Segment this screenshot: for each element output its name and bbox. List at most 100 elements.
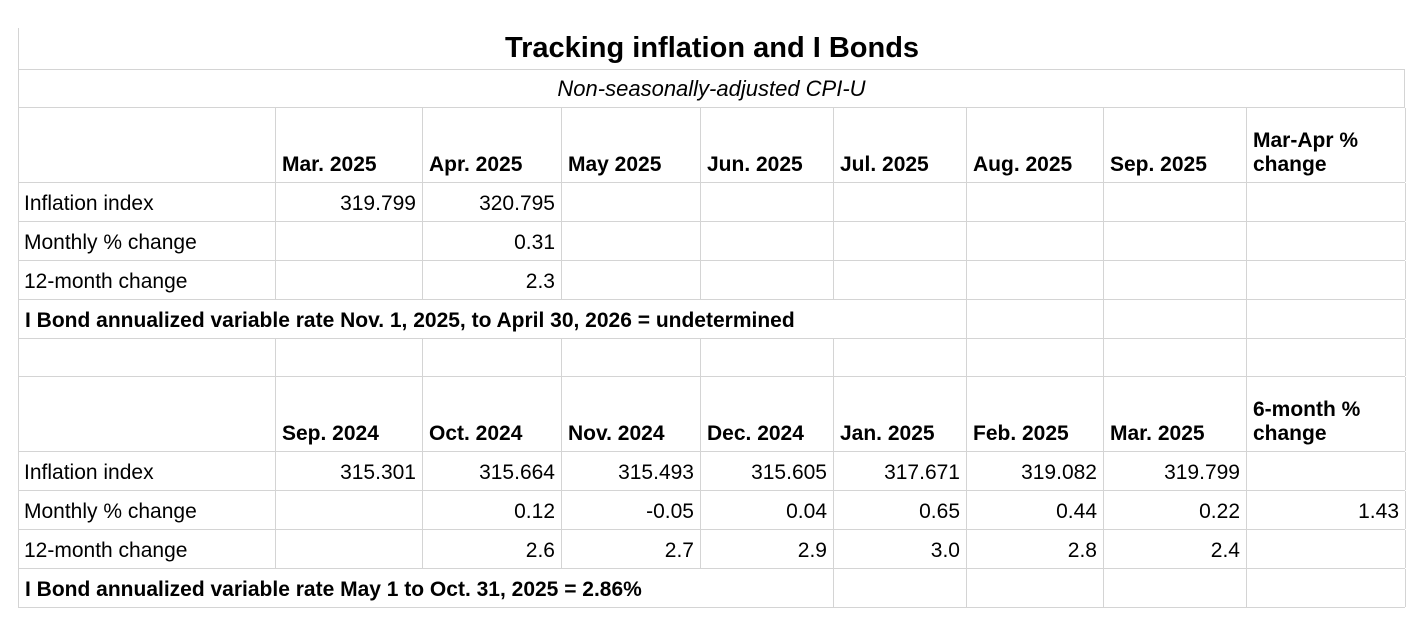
data-cell: 315.493: [562, 452, 701, 490]
data-cell: [276, 530, 423, 568]
data-cell: 317.671: [834, 452, 967, 490]
data-cell: [1104, 183, 1247, 221]
data-cell: [834, 261, 967, 299]
data-cell: 0.65: [834, 491, 967, 529]
table1-row-monthly-change: Monthly % change 0.31: [18, 222, 1406, 261]
cell-empty: [967, 300, 1104, 338]
cell-empty: [1104, 300, 1247, 338]
data-cell: 3.0: [834, 530, 967, 568]
ibond-rate-note: I Bond annualized variable rate Nov. 1, …: [19, 300, 967, 338]
data-cell: [834, 183, 967, 221]
data-cell: 2.7: [562, 530, 701, 568]
table1-row-inflation-index: Inflation index 319.799 320.795: [18, 183, 1406, 222]
data-cell: 315.301: [276, 452, 423, 490]
cell-empty: [967, 339, 1104, 376]
table2-row-monthly-change: Monthly % change 0.12 -0.05 0.04 0.65 0.…: [18, 491, 1406, 530]
subtitle-row: Non-seasonally-adjusted CPI-U: [18, 70, 1405, 108]
data-cell: [1104, 261, 1247, 299]
data-cell: 0.31: [423, 222, 562, 260]
data-cell: 319.799: [1104, 452, 1247, 490]
table2-row-12month-change: 12-month change 2.6 2.7 2.9 3.0 2.8 2.4: [18, 530, 1406, 569]
data-cell: [276, 222, 423, 260]
data-cell: [701, 183, 834, 221]
data-cell: 319.082: [967, 452, 1104, 490]
cell-empty: [967, 569, 1104, 607]
table1-row-12month-change: 12-month change 2.3: [18, 261, 1406, 300]
data-cell: 2.6: [423, 530, 562, 568]
column-header: [19, 108, 276, 182]
cell-empty: [834, 569, 967, 607]
data-cell: [562, 261, 701, 299]
cell-empty: [1247, 339, 1406, 376]
column-header: Apr. 2025: [423, 108, 562, 182]
title-row: Tracking inflation and I Bonds: [18, 28, 1405, 70]
data-cell: 315.605: [701, 452, 834, 490]
data-cell: 319.799: [276, 183, 423, 221]
row-label: 12-month change: [19, 261, 276, 299]
data-cell: 0.12: [423, 491, 562, 529]
column-header: 6-month % change: [1247, 377, 1406, 451]
data-cell: [276, 261, 423, 299]
column-header: Jul. 2025: [834, 108, 967, 182]
column-header: Jun. 2025: [701, 108, 834, 182]
cell-empty: [1247, 569, 1406, 607]
row-label: Monthly % change: [19, 491, 276, 529]
column-header: Nov. 2024: [562, 377, 701, 451]
column-header: Mar. 2025: [1104, 377, 1247, 451]
ibond-rate-note: I Bond annualized variable rate May 1 to…: [19, 569, 834, 607]
data-cell: [1104, 222, 1247, 260]
cell-empty: [701, 339, 834, 376]
data-cell: 0.44: [967, 491, 1104, 529]
cell-empty: [562, 339, 701, 376]
column-header: May 2025: [562, 108, 701, 182]
data-cell: [562, 222, 701, 260]
data-cell: [1247, 261, 1406, 299]
data-cell: [1247, 222, 1406, 260]
data-cell: [967, 222, 1104, 260]
data-cell: 320.795: [423, 183, 562, 221]
column-header: Dec. 2024: [701, 377, 834, 451]
data-cell: [276, 491, 423, 529]
data-cell: 0.04: [701, 491, 834, 529]
data-cell: [562, 183, 701, 221]
sheet-subtitle: Non-seasonally-adjusted CPI-U: [557, 75, 866, 101]
table2-note-row: I Bond annualized variable rate May 1 to…: [18, 569, 1406, 608]
data-cell: [701, 261, 834, 299]
row-label: Inflation index: [19, 183, 276, 221]
table1-header-row: Mar. 2025 Apr. 2025 May 2025 Jun. 2025 J…: [18, 108, 1406, 183]
row-label: Inflation index: [19, 452, 276, 490]
column-header: Mar. 2025: [276, 108, 423, 182]
data-cell: 2.9: [701, 530, 834, 568]
column-header: Feb. 2025: [967, 377, 1104, 451]
data-cell: -0.05: [562, 491, 701, 529]
data-cell: [967, 261, 1104, 299]
data-cell: [1247, 183, 1406, 221]
cell-empty: [1104, 339, 1247, 376]
data-cell: [1247, 452, 1406, 490]
cell-empty: [423, 339, 562, 376]
column-header: Aug. 2025: [967, 108, 1104, 182]
data-cell: [1247, 530, 1406, 568]
data-cell: 315.664: [423, 452, 562, 490]
cell-empty: [834, 339, 967, 376]
column-header: [19, 377, 276, 451]
cell-empty: [1104, 569, 1247, 607]
row-label: Monthly % change: [19, 222, 276, 260]
column-header: Oct. 2024: [423, 377, 562, 451]
cell-empty: [19, 339, 276, 376]
data-cell: 2.3: [423, 261, 562, 299]
column-header: Jan. 2025: [834, 377, 967, 451]
table2-row-inflation-index: Inflation index 315.301 315.664 315.493 …: [18, 452, 1406, 491]
data-cell: 2.8: [967, 530, 1104, 568]
data-cell: [834, 222, 967, 260]
inflation-spreadsheet: Tracking inflation and I Bonds Non-seaso…: [18, 28, 1406, 608]
column-header: Mar-Apr % change: [1247, 108, 1406, 182]
sheet-title: Tracking inflation and I Bonds: [504, 32, 920, 64]
row-label: 12-month change: [19, 530, 276, 568]
cell-empty: [276, 339, 423, 376]
data-cell: 0.22: [1104, 491, 1247, 529]
data-cell: [701, 222, 834, 260]
cell-empty: [1247, 300, 1406, 338]
spacer-row: [18, 339, 1406, 377]
table1-note-row: I Bond annualized variable rate Nov. 1, …: [18, 300, 1406, 339]
